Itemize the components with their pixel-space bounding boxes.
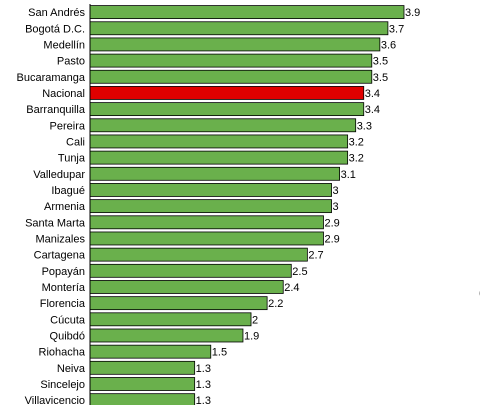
category-label-cali: Cali bbox=[66, 136, 85, 148]
category-label-manizales: Manizales bbox=[35, 233, 85, 245]
category-label-riohacha: Riohacha bbox=[39, 347, 86, 359]
category-label-bogota-d-c: Bogotá D.C. bbox=[25, 23, 85, 35]
category-label-valledupar: Valledupar bbox=[33, 169, 85, 181]
value-label-valledupar: 3.1 bbox=[341, 169, 356, 181]
value-label-pereira: 3.3 bbox=[357, 120, 372, 132]
category-label-nacional: Nacional bbox=[42, 88, 85, 100]
bar-bogota-d-c bbox=[89, 21, 389, 36]
bar-santa-marta bbox=[89, 215, 324, 230]
bar-medellin bbox=[89, 37, 381, 52]
value-label-cucuta: 2 bbox=[252, 314, 258, 326]
category-label-barranquilla: Barranquilla bbox=[26, 104, 86, 116]
bar-san-andres bbox=[89, 5, 405, 19]
value-label-riohacha: 1.5 bbox=[212, 347, 227, 359]
category-label-neiva: Neiva bbox=[57, 363, 86, 375]
value-label-medellin: 3.6 bbox=[381, 39, 396, 51]
value-label-santa-marta: 2.9 bbox=[324, 217, 339, 229]
category-label-ibague: Ibagué bbox=[51, 185, 85, 197]
value-label-armenia: 3 bbox=[333, 201, 339, 213]
bar-cali bbox=[89, 134, 349, 149]
value-label-ibague: 3 bbox=[333, 185, 339, 197]
category-labels: San Andrés Bogotá D.C. Medellín Pasto Bucara… bbox=[17, 7, 86, 405]
category-label-medellin: Medellín bbox=[43, 39, 85, 51]
category-label-bucaramanga: Bucaramanga bbox=[17, 72, 86, 84]
category-label-monteria: Montería bbox=[42, 282, 86, 294]
bar-villavicencio bbox=[89, 393, 196, 405]
category-label-popayan: Popayán bbox=[42, 266, 85, 278]
value-label-florencia: 2.2 bbox=[268, 298, 283, 310]
value-labels: 3.93.73.63.53.53.43.43.33.23.23.1332.92.… bbox=[196, 7, 421, 405]
value-label-monteria: 2.4 bbox=[284, 282, 299, 294]
category-label-pasto: Pasto bbox=[57, 56, 85, 68]
bar-armenia bbox=[89, 199, 332, 214]
bar-bucaramanga bbox=[89, 69, 373, 84]
category-label-quibdo: Quibdó bbox=[50, 330, 85, 342]
category-label-cartagena: Cartagena bbox=[34, 250, 86, 262]
value-label-sincelejo: 1.3 bbox=[196, 379, 211, 391]
bar-florencia bbox=[89, 296, 268, 311]
value-label-popayan: 2.5 bbox=[292, 266, 307, 278]
value-label-villavicencio: 1.3 bbox=[196, 395, 211, 405]
category-label-florencia: Florencia bbox=[40, 298, 86, 310]
value-label-manizales: 2.9 bbox=[324, 233, 339, 245]
value-label-nacional: 3.4 bbox=[365, 88, 380, 100]
bar-nacional bbox=[89, 86, 365, 100]
value-label-neiva: 1.3 bbox=[196, 363, 211, 375]
value-label-barranquilla: 3.4 bbox=[365, 104, 380, 116]
bar-cartagena bbox=[89, 247, 308, 262]
bar-manizales bbox=[89, 231, 324, 246]
bar-pasto bbox=[89, 53, 373, 68]
bar-cucuta bbox=[89, 312, 252, 327]
category-label-san-andres: San Andrés bbox=[28, 7, 85, 19]
bar-tunja bbox=[89, 150, 349, 165]
bar-riohacha bbox=[89, 344, 212, 359]
value-label-san-andres: 3.9 bbox=[405, 7, 420, 19]
bar-valledupar bbox=[89, 166, 340, 181]
category-label-cucuta: Cúcuta bbox=[50, 314, 86, 326]
bar-ibague bbox=[89, 183, 332, 197]
value-label-cali: 3.2 bbox=[349, 136, 364, 148]
value-label-cartagena: 2.7 bbox=[308, 250, 323, 262]
value-label-pasto: 3.5 bbox=[373, 56, 388, 68]
bar-pereira bbox=[89, 118, 357, 133]
bar-sincelejo bbox=[89, 377, 196, 391]
bar-monteria bbox=[89, 280, 284, 294]
value-label-tunja: 3.2 bbox=[349, 153, 364, 165]
category-label-pereira: Pereira bbox=[50, 120, 86, 132]
bar-quibdo bbox=[89, 328, 244, 343]
value-label-bucaramanga: 3.5 bbox=[373, 72, 388, 84]
bar-popayan bbox=[89, 263, 292, 278]
category-label-villavicencio: Villavicencio bbox=[25, 395, 85, 405]
bar-neiva bbox=[89, 360, 196, 375]
category-label-armenia: Armenia bbox=[44, 201, 86, 213]
bar-barranquilla bbox=[89, 102, 365, 117]
category-label-sincelejo: Sincelejo bbox=[40, 379, 85, 391]
category-label-santa-marta: Santa Marta bbox=[25, 217, 86, 229]
value-label-quibdo: 1.9 bbox=[244, 330, 259, 342]
category-label-tunja: Tunja bbox=[58, 153, 86, 165]
value-label-bogota-d-c: 3.7 bbox=[389, 23, 404, 35]
bars-layer bbox=[89, 5, 405, 405]
